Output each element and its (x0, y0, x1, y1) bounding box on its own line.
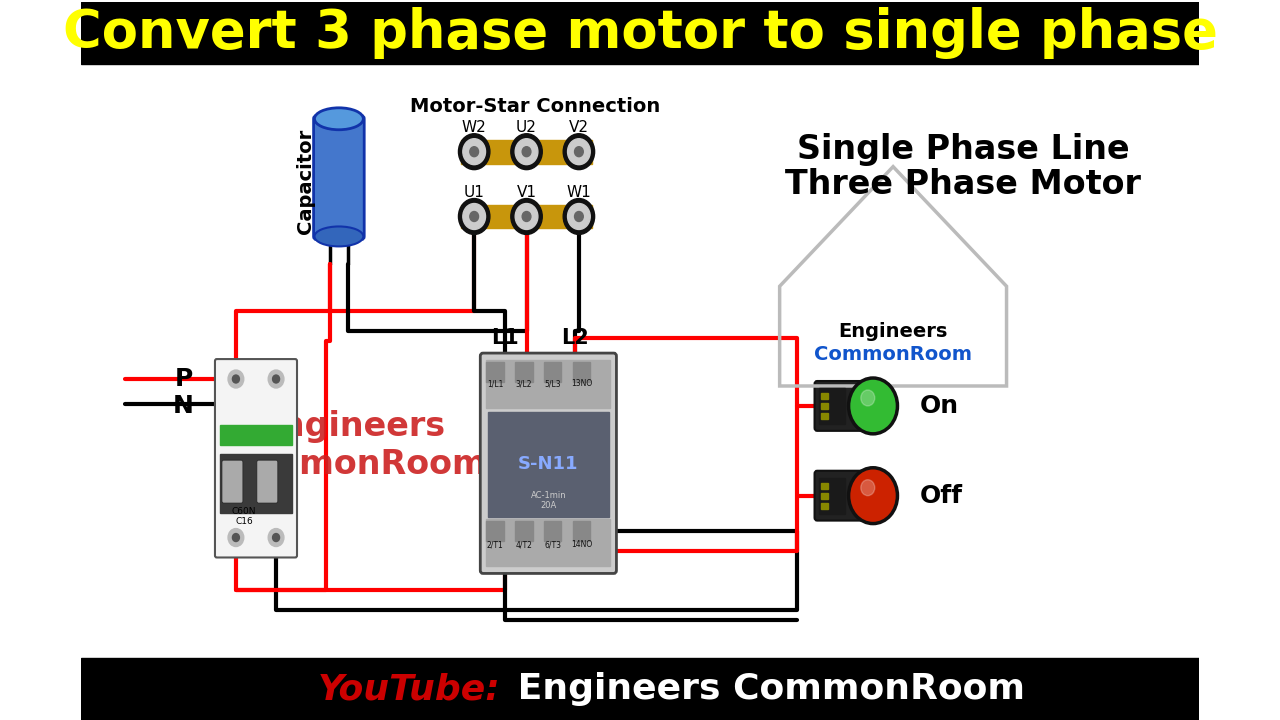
Bar (220, 426, 292, 445)
Text: Convert 3 phase motor to single phase: Convert 3 phase motor to single phase (63, 7, 1217, 59)
Bar (544, 362, 562, 382)
Text: 6/T3: 6/T3 (544, 540, 561, 549)
Circle shape (515, 204, 538, 230)
Text: V1: V1 (517, 185, 536, 200)
Text: 5/L3: 5/L3 (544, 379, 561, 389)
Text: U1: U1 (463, 185, 485, 200)
Circle shape (273, 534, 279, 541)
Circle shape (273, 375, 279, 383)
FancyBboxPatch shape (215, 359, 297, 557)
Bar (486, 518, 611, 567)
Circle shape (233, 375, 239, 383)
Circle shape (567, 139, 590, 165)
Bar (820, 413, 828, 419)
Circle shape (233, 534, 239, 541)
Text: N: N (173, 394, 195, 418)
FancyBboxPatch shape (257, 460, 278, 503)
Text: 2/T1: 2/T1 (486, 540, 503, 549)
Bar (461, 140, 591, 163)
FancyBboxPatch shape (221, 460, 243, 503)
Text: S-N11: S-N11 (518, 455, 579, 473)
Circle shape (522, 212, 531, 222)
Bar (486, 360, 611, 408)
Circle shape (458, 134, 490, 170)
Circle shape (861, 480, 874, 495)
Text: W2: W2 (462, 120, 486, 135)
Text: W1: W1 (567, 185, 591, 200)
Text: Engineers
CommonRoom: Engineers CommonRoom (218, 410, 486, 482)
Text: U2: U2 (516, 120, 538, 135)
Bar (572, 362, 590, 382)
Circle shape (511, 134, 543, 170)
Text: P: P (174, 367, 193, 391)
Circle shape (861, 390, 874, 406)
Text: L2: L2 (561, 328, 589, 348)
FancyBboxPatch shape (814, 471, 886, 521)
Bar (82, 2, 1198, 64)
Text: 13NO: 13NO (571, 379, 593, 389)
Circle shape (463, 139, 485, 165)
Text: 1/L1: 1/L1 (486, 379, 503, 389)
Text: Three Phase Motor: Three Phase Motor (785, 168, 1140, 201)
Bar (819, 388, 845, 424)
Text: On: On (919, 394, 959, 418)
Text: Engineers CommonRoom: Engineers CommonRoom (504, 672, 1025, 706)
Text: 4/T2: 4/T2 (516, 540, 532, 549)
Text: Single Phase Line: Single Phase Line (796, 133, 1129, 166)
Bar (819, 477, 845, 513)
Circle shape (515, 139, 538, 165)
Text: C60N
C16: C60N C16 (232, 507, 256, 526)
Circle shape (269, 528, 284, 546)
Bar (488, 412, 608, 517)
Circle shape (575, 147, 584, 157)
Circle shape (470, 212, 479, 222)
Circle shape (849, 378, 897, 434)
Text: YouTube:: YouTube: (317, 672, 500, 706)
Circle shape (511, 199, 543, 235)
Circle shape (463, 204, 485, 230)
Bar (820, 403, 828, 409)
Circle shape (563, 134, 595, 170)
Text: 3/L2: 3/L2 (516, 379, 532, 389)
Circle shape (849, 468, 897, 523)
Ellipse shape (315, 227, 364, 246)
Text: Capacitor: Capacitor (296, 129, 315, 234)
Text: L1: L1 (490, 328, 518, 348)
Bar (515, 362, 532, 382)
Circle shape (567, 204, 590, 230)
Circle shape (575, 212, 584, 222)
Text: Motor-Star Connection: Motor-Star Connection (410, 97, 660, 117)
Circle shape (269, 370, 284, 388)
Circle shape (470, 147, 479, 157)
Ellipse shape (315, 108, 364, 130)
Bar (544, 521, 562, 541)
Bar (220, 454, 292, 513)
Text: V2: V2 (568, 120, 589, 135)
Bar (486, 362, 504, 382)
Text: CommonRoom: CommonRoom (814, 345, 972, 364)
FancyBboxPatch shape (814, 381, 886, 431)
Bar (572, 521, 590, 541)
Text: AC-1min
20A: AC-1min 20A (530, 491, 566, 510)
Bar (82, 658, 1198, 720)
Bar (820, 393, 828, 399)
FancyBboxPatch shape (480, 353, 617, 573)
Bar (820, 492, 828, 499)
Bar (515, 521, 532, 541)
Circle shape (563, 199, 595, 235)
Bar (820, 482, 828, 489)
Circle shape (228, 370, 243, 388)
Bar (486, 521, 504, 541)
Circle shape (522, 147, 531, 157)
Circle shape (458, 199, 490, 235)
Bar (461, 204, 591, 228)
Text: Off: Off (919, 484, 963, 508)
Bar (820, 503, 828, 508)
Circle shape (228, 528, 243, 546)
Text: 14NO: 14NO (571, 540, 593, 549)
Text: Engineers: Engineers (838, 322, 947, 341)
FancyBboxPatch shape (314, 116, 365, 240)
